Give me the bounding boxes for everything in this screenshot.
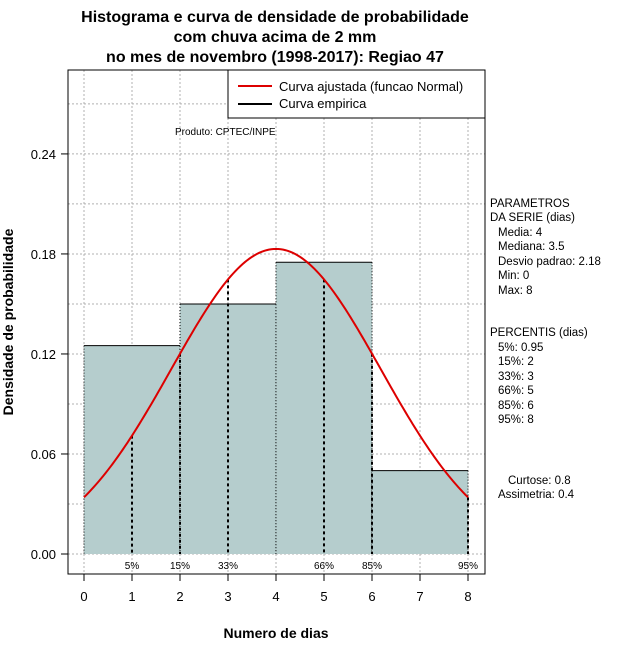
histogram-bars [83,261,469,554]
percentile-marker-label: 5% [125,561,140,572]
percentile-line: 66%: 5 [498,385,534,397]
y-tick-label: 0.24 [31,147,56,162]
x-axis: 0 1 2 3 4 5 6 7 8 [80,573,472,604]
chart-title-line-2: com chuva acima de 2 mm [174,29,377,46]
x-tick-label: 5 [320,589,327,604]
y-axis-title: Densidade de probabilidade [0,228,16,415]
parameters-heading-2: DA SERIE (dias) [490,212,575,224]
chart-title-line-1: Histograma e curva de densidade de proba… [81,9,469,26]
percentile-marker-label: 95% [458,561,478,572]
fitted-normal-curve [83,247,469,499]
percentile-marker-label: 33% [218,561,238,572]
parameters-heading-1: PARAMETROS [490,198,570,210]
percentile-line: 85%: 6 [498,400,534,412]
x-tick-label: 3 [224,589,231,604]
kurtosis-text: Curtose: 0.8 [508,475,571,487]
y-tick-label: 0.06 [31,447,56,462]
y-axis: 0.00 0.06 0.12 0.18 0.24 [31,147,68,562]
legend: Curva ajustada (funcao Normal) Curva emp… [227,69,486,119]
product-note: Produto: CPTEC/INPE [175,127,276,138]
parameter-line: Media: 4 [498,227,543,239]
percentile-line: 33%: 3 [498,371,534,383]
parameter-line: Max: 8 [498,285,533,297]
legend-box [227,69,486,119]
parameter-line: Desvio padrao: 2.18 [498,256,601,268]
x-tick-label: 8 [464,589,471,604]
percentiles-panel: PERCENTIS (dias) 5%: 0.95 15%: 2 33%: 3 … [490,327,588,426]
chart-title-line-3: no mes de novembro (1998-2017): Regiao 4… [106,49,444,66]
percentile-line: 15%: 2 [498,356,534,368]
parameter-line: Mediana: 3.5 [498,241,565,253]
skewness-text: Assimetria: 0.4 [498,489,575,501]
percentile-marker-label: 85% [362,561,382,572]
parameters-panel: PARAMETROS DA SERIE (dias) Media: 4 Medi… [490,198,601,297]
legend-empirical-label: Curva empirica [279,96,367,111]
x-tick-label: 0 [80,589,87,604]
percentile-marker-label: 15% [170,561,190,572]
x-tick-label: 4 [272,589,279,604]
percentiles-heading: PERCENTIS (dias) [490,327,588,339]
x-tick-label: 7 [416,589,423,604]
percentile-markers: 5% 15% 33% 66% 85% 95% [125,279,478,572]
percentile-marker-label: 66% [314,561,334,572]
histogram-bar [372,470,468,554]
percentile-line: 95%: 8 [498,414,534,426]
parameter-line: Min: 0 [498,270,529,282]
percentile-line: 5%: 0.95 [498,342,543,354]
legend-fitted-label: Curva ajustada (funcao Normal) [279,79,463,94]
y-tick-label: 0.12 [31,347,56,362]
x-tick-label: 2 [176,589,183,604]
y-tick-label: 0.00 [31,547,56,562]
y-tick-label: 0.18 [31,247,56,262]
x-tick-label: 1 [128,589,135,604]
x-axis-title: Numero de dias [223,625,328,641]
x-tick-label: 6 [368,589,375,604]
